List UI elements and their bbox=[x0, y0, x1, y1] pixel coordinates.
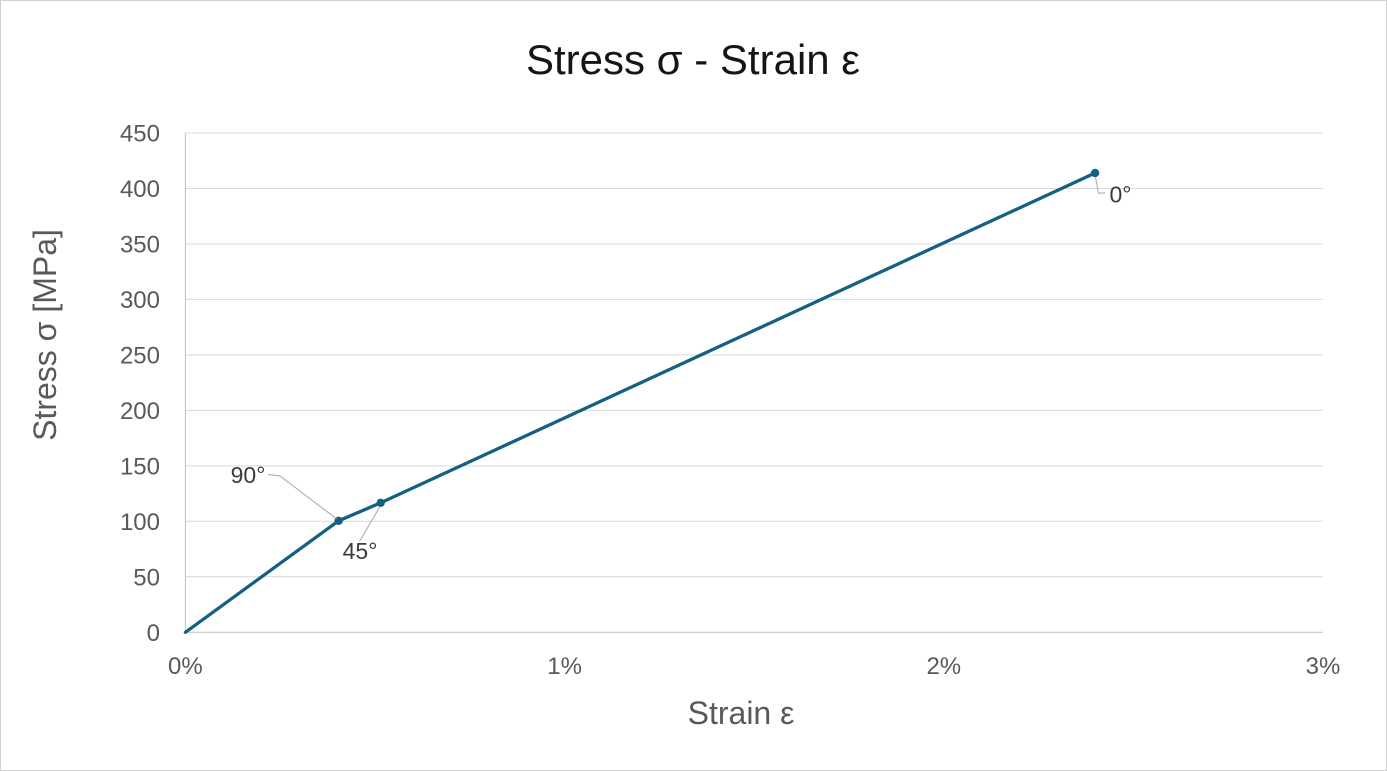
svg-text:450: 450 bbox=[120, 121, 160, 148]
svg-text:50: 50 bbox=[133, 564, 160, 591]
svg-text:400: 400 bbox=[120, 176, 160, 203]
svg-text:300: 300 bbox=[120, 287, 160, 314]
svg-text:Stress σ [MPa]: Stress σ [MPa] bbox=[27, 229, 63, 441]
svg-text:Strain ε: Strain ε bbox=[688, 695, 795, 731]
svg-text:90°: 90° bbox=[231, 462, 266, 488]
svg-text:0°: 0° bbox=[1110, 182, 1132, 208]
svg-text:1%: 1% bbox=[547, 653, 582, 680]
svg-text:0%: 0% bbox=[168, 653, 203, 680]
svg-text:250: 250 bbox=[120, 342, 160, 369]
svg-text:0: 0 bbox=[147, 620, 160, 647]
svg-text:350: 350 bbox=[120, 232, 160, 259]
svg-text:200: 200 bbox=[120, 398, 160, 425]
svg-text:3%: 3% bbox=[1306, 653, 1341, 680]
svg-text:45°: 45° bbox=[343, 538, 378, 564]
svg-text:Stress σ - Strain ε: Stress σ - Strain ε bbox=[526, 36, 860, 83]
svg-text:100: 100 bbox=[120, 509, 160, 536]
svg-text:2%: 2% bbox=[926, 653, 961, 680]
svg-text:150: 150 bbox=[120, 453, 160, 480]
